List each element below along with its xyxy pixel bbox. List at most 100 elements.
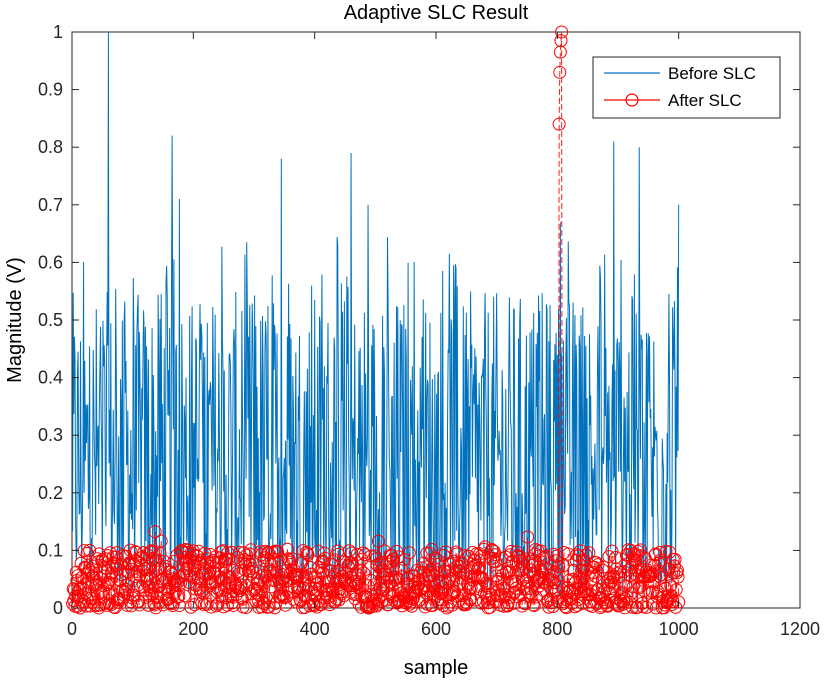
after-slc-marker xyxy=(545,581,559,595)
after-slc-marker xyxy=(171,590,185,604)
after-slc-marker xyxy=(146,545,160,559)
after-slc-marker xyxy=(74,556,88,570)
after-slc-marker xyxy=(511,590,525,604)
after-slc-marker xyxy=(204,600,218,614)
after-slc-marker xyxy=(671,570,685,584)
after-slc-marker xyxy=(577,553,591,567)
after-slc-marker xyxy=(610,567,624,581)
after-slc-marker xyxy=(636,600,650,614)
after-slc-marker xyxy=(356,546,370,560)
after-slc-marker xyxy=(115,568,129,582)
after-slc-marker xyxy=(242,564,256,578)
x-tick-label: 1000 xyxy=(659,619,699,639)
after-slc-marker xyxy=(259,591,273,605)
after-slc-marker xyxy=(494,587,508,601)
after-slc-marker xyxy=(585,584,599,598)
after-slc-marker xyxy=(342,560,356,574)
after-slc-marker xyxy=(237,546,251,560)
x-tick-label: 800 xyxy=(542,619,572,639)
after-slc-marker xyxy=(467,559,481,573)
after-slc-marker xyxy=(507,596,521,610)
after-slc-marker xyxy=(554,34,568,48)
after-slc-marker xyxy=(169,577,183,591)
after-slc-marker xyxy=(566,572,580,586)
y-tick-label: 0.5 xyxy=(38,310,63,330)
after-slc-marker xyxy=(83,599,97,613)
after-slc-marker xyxy=(670,563,684,577)
after-slc-marker xyxy=(439,545,453,559)
after-slc-marker xyxy=(386,562,400,576)
after-slc-marker xyxy=(343,579,357,593)
series-after-slc xyxy=(66,25,686,615)
after-slc-marker xyxy=(166,599,180,613)
legend-label-before-slc: Before SLC xyxy=(668,64,756,83)
after-slc-marker xyxy=(553,65,567,79)
after-slc-marker xyxy=(626,600,640,614)
after-slc-marker xyxy=(308,570,322,584)
x-axis-ticks: 0 200 400 600 800 1000 1200 xyxy=(67,32,820,639)
after-slc-marker xyxy=(552,560,566,574)
after-slc-marker xyxy=(552,117,566,131)
after-slc-marker xyxy=(211,597,225,611)
after-slc-marker xyxy=(433,596,447,610)
after-slc-marker xyxy=(222,552,236,566)
after-slc-marker xyxy=(136,564,150,578)
y-axis-label: Magnitude (V) xyxy=(4,257,26,383)
after-slc-marker xyxy=(191,549,205,563)
after-slc-marker xyxy=(315,555,329,569)
after-slc-marker xyxy=(120,578,134,592)
after-slc-marker xyxy=(402,546,416,560)
after-slc-marker xyxy=(436,599,450,613)
after-slc-marker xyxy=(346,559,360,573)
after-slc-marker xyxy=(184,600,198,614)
after-slc-marker xyxy=(425,542,439,556)
after-slc-marker xyxy=(255,568,269,582)
y-tick-label: 0.9 xyxy=(38,80,63,100)
after-slc-marker xyxy=(123,543,137,557)
after-slc-marker xyxy=(415,561,429,575)
after-slc-marker xyxy=(378,575,392,589)
legend: Before SLC After SLC xyxy=(592,56,781,119)
after-slc-marker xyxy=(78,560,92,574)
after-slc-marker xyxy=(148,525,162,539)
after-slc-marker xyxy=(157,554,171,568)
y-tick-label: 1 xyxy=(53,22,63,42)
after-slc-marker xyxy=(589,556,603,570)
y-tick-label: 0.4 xyxy=(38,368,63,388)
after-slc-marker xyxy=(422,569,436,583)
after-slc-marker xyxy=(422,568,436,582)
after-slc-marker xyxy=(169,574,183,588)
after-slc-marker xyxy=(357,566,371,580)
after-slc-marker xyxy=(390,544,404,558)
after-slc-marker xyxy=(521,530,535,544)
after-slc-marker xyxy=(624,560,638,574)
after-slc-marker xyxy=(487,554,501,568)
y-tick-label: 0.6 xyxy=(38,252,63,272)
after-slc-marker xyxy=(596,560,610,574)
after-slc-marker xyxy=(475,596,488,610)
after-slc-marker xyxy=(212,570,226,584)
after-slc-marker xyxy=(384,554,398,568)
after-slc-marker xyxy=(377,564,391,578)
after-slc-marker xyxy=(464,581,478,595)
after-slc-marker xyxy=(314,597,328,611)
after-slc-marker xyxy=(549,554,563,568)
after-slc-marker xyxy=(590,583,604,597)
after-slc-marker xyxy=(528,542,542,556)
after-slc-marker xyxy=(354,563,368,577)
after-slc-marker xyxy=(456,589,470,603)
after-slc-marker xyxy=(555,25,569,39)
y-axis-ticks: 0 0.1 0.2 0.3 0.4 0.5 0.6 0.7 0.8 0.9 1 xyxy=(38,22,800,618)
after-slc-marker xyxy=(105,566,119,580)
after-slc-marker xyxy=(77,595,91,609)
after-slc-marker xyxy=(419,560,433,574)
after-slc-marker xyxy=(172,589,186,603)
after-slc-marker xyxy=(582,546,596,560)
after-slc-marker xyxy=(106,550,120,564)
after-slc-marker xyxy=(314,564,328,578)
after-slc-marker xyxy=(141,572,155,586)
after-slc-marker xyxy=(83,543,97,557)
after-slc-marker xyxy=(568,600,582,614)
after-slc-marker xyxy=(385,549,399,563)
